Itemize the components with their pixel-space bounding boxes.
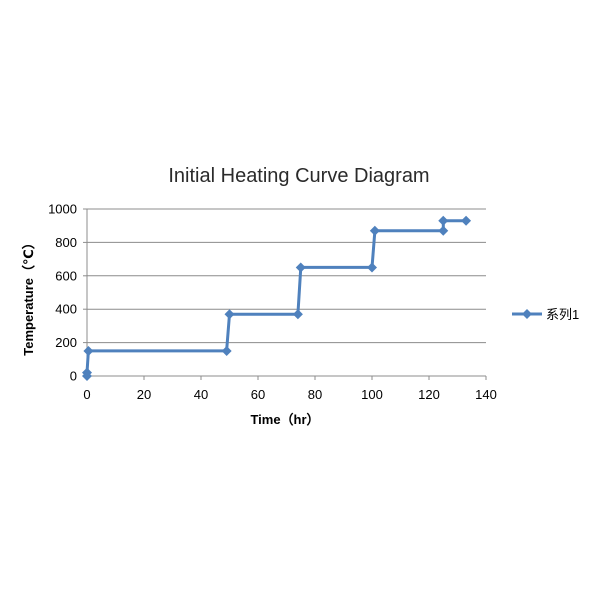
legend: 系列1 <box>512 307 579 322</box>
data-point <box>461 215 472 226</box>
x-tick-label: 40 <box>194 387 208 402</box>
y-tick-label: 1000 <box>48 202 77 217</box>
gridlines <box>87 208 486 344</box>
x-tick-label: 140 <box>475 387 497 402</box>
y-tick-label: 200 <box>55 335 77 350</box>
x-tick-label: 80 <box>308 387 322 402</box>
x-tick-label: 100 <box>361 387 383 402</box>
data-point <box>82 367 92 378</box>
y-tick-label: 800 <box>55 235 77 250</box>
data-point <box>438 225 449 236</box>
data-point <box>369 225 380 236</box>
data-point <box>83 345 94 356</box>
axes <box>83 208 487 380</box>
data-point <box>292 309 303 320</box>
x-tick-label: 20 <box>137 387 151 402</box>
series-layer <box>82 215 472 381</box>
y-axis-title: Temperature（℃） <box>21 236 36 356</box>
y-tick-label: 600 <box>55 268 77 283</box>
data-point <box>295 262 306 273</box>
data-point <box>367 262 377 273</box>
chart-title: Initial Heating Curve Diagram <box>168 165 429 187</box>
legend-marker <box>522 309 532 319</box>
x-axis-ticks: 0 20 40 60 80 100 120 140 <box>83 387 496 402</box>
x-tick-label: 0 <box>83 387 90 402</box>
y-tick-label: 400 <box>55 302 77 317</box>
x-axis-title: Time（hr） <box>250 412 319 427</box>
y-axis-ticks: 0 200 400 600 800 1000 <box>48 202 77 384</box>
series-line <box>85 219 466 376</box>
data-point <box>224 309 235 320</box>
x-tick-label: 60 <box>251 387 265 402</box>
data-point <box>221 345 232 356</box>
y-tick-label: 0 <box>70 369 77 384</box>
x-tick-label: 120 <box>418 387 440 402</box>
legend-label: 系列1 <box>546 307 579 322</box>
data-point <box>438 215 449 226</box>
